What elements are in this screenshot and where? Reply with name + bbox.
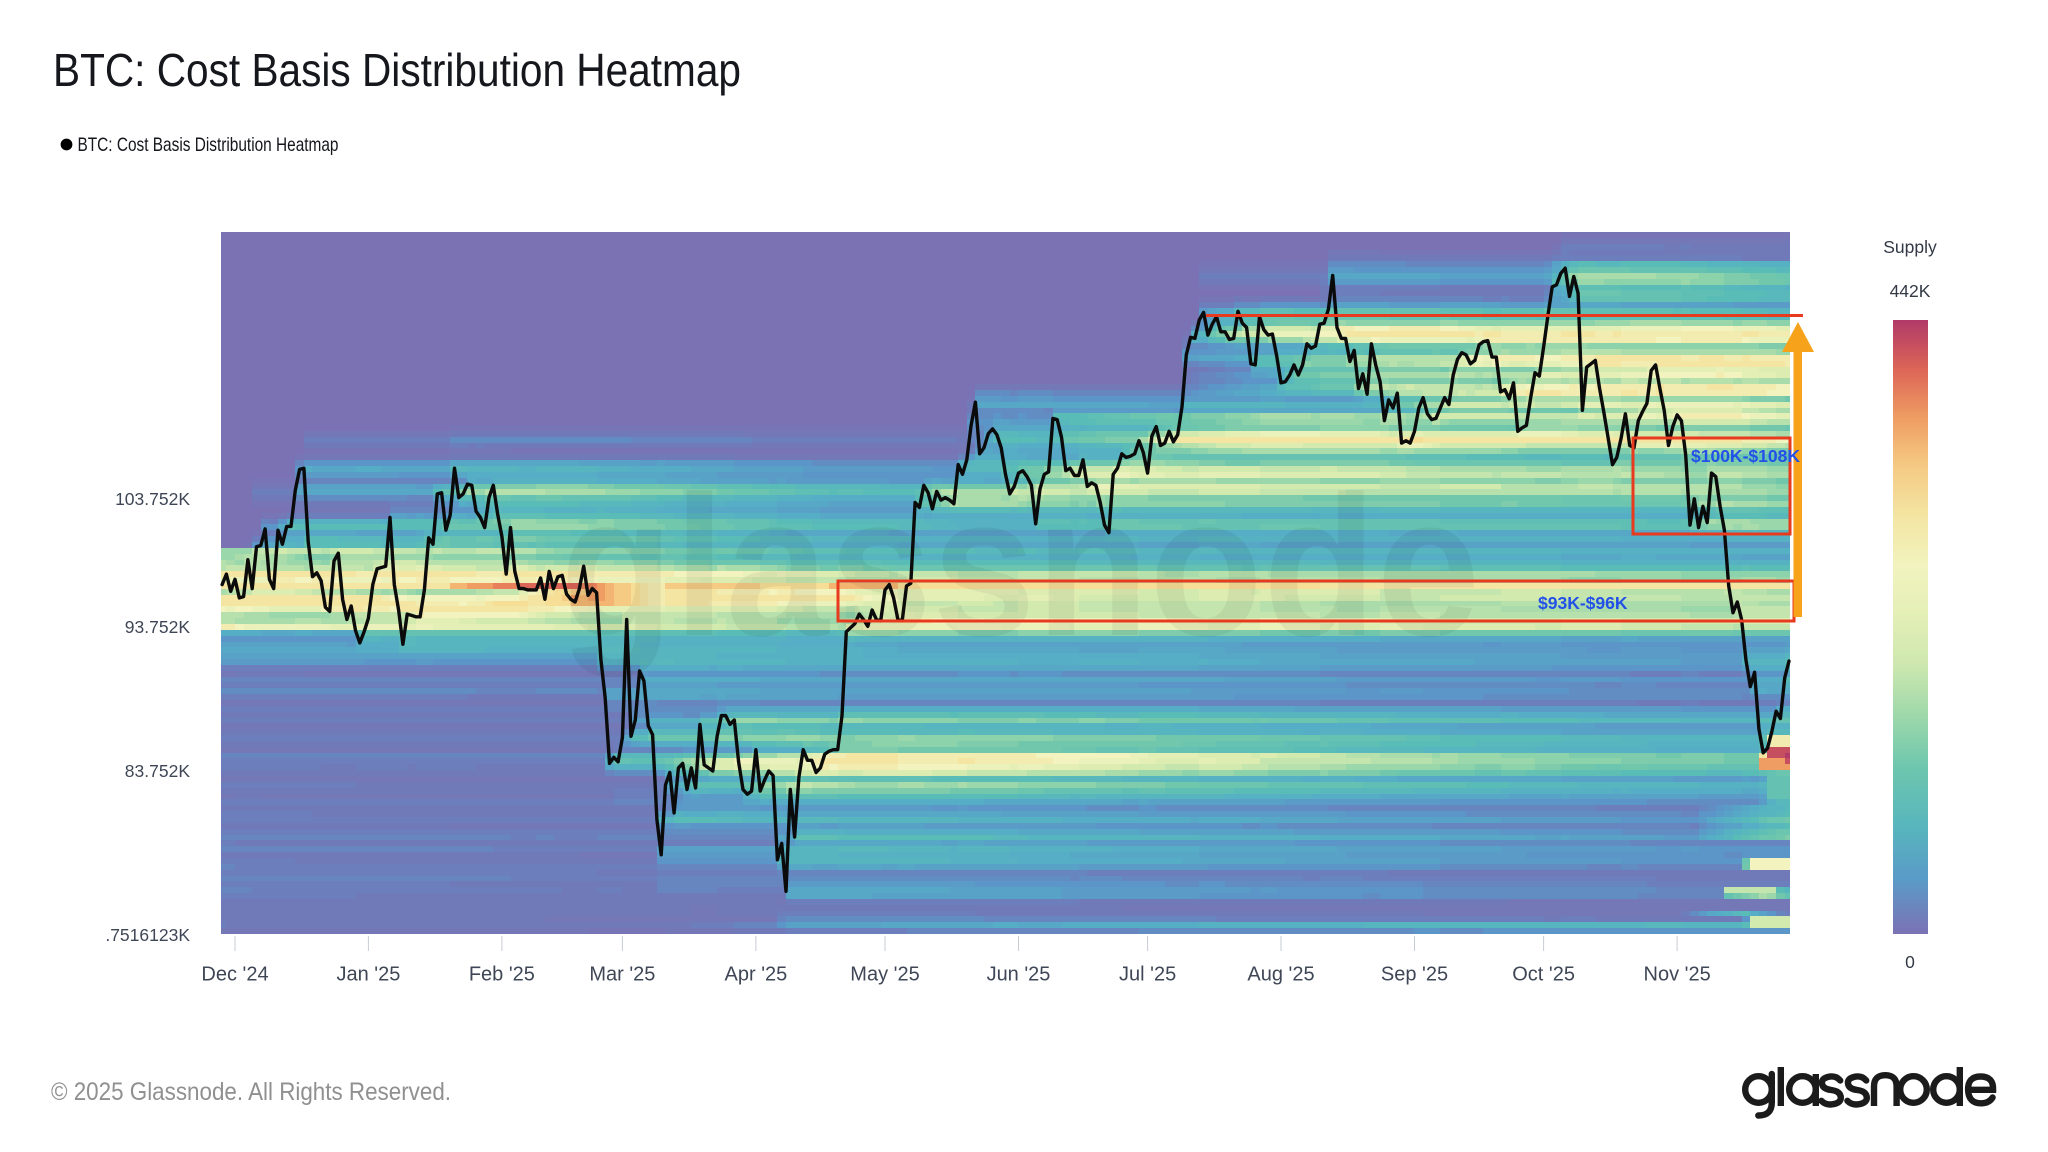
svg-text:442K: 442K [1890,281,1931,301]
svg-text:$100K-$108K: $100K-$108K [1691,446,1800,466]
svg-text:BTC: Cost Basis Distribution H: BTC: Cost Basis Distribution Heatmap [78,134,339,156]
svg-text:glassnode: glassnode [560,455,1480,678]
svg-text:Dec '24: Dec '24 [201,964,268,986]
svg-text:Aug '25: Aug '25 [1247,964,1314,986]
svg-text:Sep '25: Sep '25 [1381,964,1448,986]
svg-text:103.752K: 103.752K [115,489,190,509]
svg-text:Oct '25: Oct '25 [1512,964,1575,986]
svg-text:.7516123K: .7516123K [105,925,190,945]
svg-text:Feb '25: Feb '25 [469,964,535,986]
svg-text:83.752K: 83.752K [125,761,191,781]
svg-text:May '25: May '25 [850,964,919,986]
svg-text:Mar '25: Mar '25 [589,964,655,986]
svg-text:Supply: Supply [1883,237,1937,257]
svg-text:© 2025 Glassnode. All Rights R: © 2025 Glassnode. All Rights Reserved. [51,1078,451,1106]
svg-text:BTC: Cost Basis Distribution H: BTC: Cost Basis Distribution Heatmap [53,44,741,96]
svg-text:93.752K: 93.752K [125,617,191,637]
svg-text:Nov '25: Nov '25 [1644,964,1711,986]
svg-text:0: 0 [1905,952,1915,972]
svg-text:$93K-$96K: $93K-$96K [1538,593,1628,613]
svg-text:Jul '25: Jul '25 [1119,964,1176,986]
svg-text:Jan '25: Jan '25 [336,964,400,986]
svg-text:Jun '25: Jun '25 [987,964,1051,986]
svg-text:Apr '25: Apr '25 [725,964,788,986]
